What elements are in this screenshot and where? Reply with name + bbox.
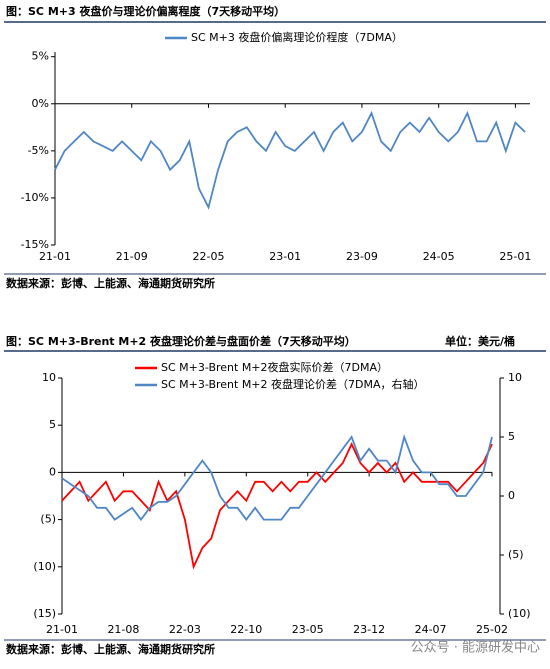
y-tick-label: 0	[49, 465, 56, 478]
y-tick-label: (15)	[33, 607, 56, 620]
x-tick-label: 22-03	[169, 623, 201, 636]
x-tick-label: 22-05	[192, 250, 224, 263]
series-line	[61, 441, 493, 570]
y-tick-label: (10)	[33, 560, 56, 573]
source: 数据来源：彭博、上能源、海通期货研究所	[6, 276, 215, 290]
legend-label: SC M+3-Brent M+2夜盘实际价差（7DMA）	[161, 360, 388, 374]
y-tick-label: -5%	[28, 144, 49, 157]
x-tick-label: 21-01	[46, 623, 78, 636]
y-tick-label: 5%	[32, 50, 49, 63]
source: 数据来源：彭博、上能源、海通期货研究所	[6, 642, 215, 656]
y-tick-label: -15%	[21, 238, 49, 251]
x-tick-label: 23-05	[292, 623, 324, 636]
series-line	[61, 433, 493, 522]
y-tick-label: 0%	[32, 97, 49, 110]
watermark: 公众号 · 能源研发中心	[411, 640, 540, 656]
chart-title: 图：SC M+3 夜盘价与理论价偏离程度（7天移动平均）	[6, 4, 285, 18]
y-tick-label: 10	[42, 371, 56, 384]
y2-tick-label: 0	[508, 489, 515, 502]
y2-tick-label: (10)	[508, 607, 531, 620]
y2-tick-label: (5)	[508, 548, 524, 561]
y-tick-label: 5	[49, 418, 56, 431]
x-tick-label: 21-08	[107, 623, 139, 636]
y-tick-label: (5)	[40, 513, 56, 526]
x-tick-label: 25-01	[499, 250, 531, 263]
x-tick-label: 24-07	[415, 623, 447, 636]
y-tick-label: -10%	[21, 191, 49, 204]
y2-tick-label: 5	[508, 430, 515, 443]
x-tick-label: 23-09	[346, 250, 378, 263]
x-tick-label: 21-09	[116, 250, 148, 263]
unit: 单位：美元/桶	[445, 334, 515, 348]
legend-label: SC M+3-Brent M+2 夜盘理论价差（7DMA，右轴）	[161, 377, 425, 391]
y2-tick-label: 10	[508, 371, 522, 384]
x-tick-label: 25-02	[476, 623, 508, 636]
series-line	[54, 110, 526, 210]
x-tick-label: 23-01	[269, 250, 301, 263]
x-tick-label: 21-01	[39, 250, 71, 263]
x-tick-label: 24-05	[423, 250, 455, 263]
x-tick-label: 23-12	[353, 623, 385, 636]
chart-title: 图：SC M+3-Brent M+2 夜盘理论价差与盘面价差（7天移动平均）	[6, 334, 356, 348]
x-tick-label: 22-10	[230, 623, 262, 636]
legend-label: SC M+3 夜盘价偏离理论价程度（7DMA）	[191, 30, 403, 44]
